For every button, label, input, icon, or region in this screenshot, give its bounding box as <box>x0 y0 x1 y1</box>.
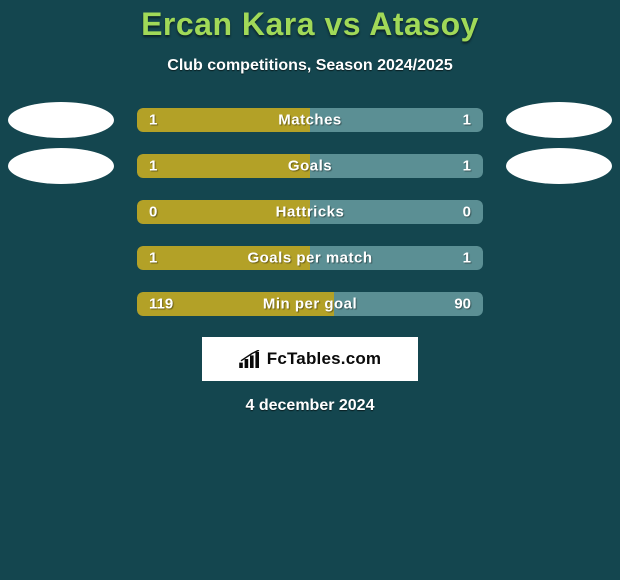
bar-left-fill <box>137 154 310 178</box>
bar-right-fill <box>310 154 483 178</box>
stat-row: 1 1 Goals per match <box>0 245 620 271</box>
stat-value-left: 0 <box>149 204 157 221</box>
page-title: Ercan Kara vs Atasoy <box>0 6 620 43</box>
player-avatar-right <box>506 102 612 138</box>
stat-row: 119 90 Min per goal <box>0 291 620 317</box>
stat-value-right: 1 <box>463 158 471 175</box>
stats-container: 1 1 Matches 1 1 Goals 0 0 Hattricks 1 1 Goals per m… <box>0 107 620 317</box>
stat-label: Hattricks <box>276 204 345 221</box>
stat-value-right: 1 <box>463 112 471 129</box>
brand-text: FcTables.com <box>267 349 382 369</box>
stat-value-left: 1 <box>149 112 157 129</box>
stat-value-right: 0 <box>463 204 471 221</box>
stat-value-left: 1 <box>149 158 157 175</box>
player-avatar-left <box>8 148 114 184</box>
comparison-infographic: Ercan Kara vs Atasoy Club competitions, … <box>0 0 620 580</box>
stat-value-left: 119 <box>149 296 173 313</box>
stat-bar: 0 0 Hattricks <box>137 200 483 224</box>
stat-label: Goals per match <box>247 250 372 267</box>
chart-icon <box>239 350 261 368</box>
stat-row: 0 0 Hattricks <box>0 199 620 225</box>
date-text: 4 december 2024 <box>0 397 620 415</box>
player-avatar-left <box>8 102 114 138</box>
stat-value-left: 1 <box>149 250 157 267</box>
stat-label: Goals <box>288 158 332 175</box>
stat-bar: 119 90 Min per goal <box>137 292 483 316</box>
stat-value-right: 1 <box>463 250 471 267</box>
brand-box: FcTables.com <box>202 337 418 381</box>
stat-label: Min per goal <box>263 296 357 313</box>
stat-bar: 1 1 Goals per match <box>137 246 483 270</box>
stat-row: 1 1 Goals <box>0 153 620 179</box>
stat-bar: 1 1 Goals <box>137 154 483 178</box>
stat-row: 1 1 Matches <box>0 107 620 133</box>
subtitle: Club competitions, Season 2024/2025 <box>0 57 620 75</box>
stat-bar: 1 1 Matches <box>137 108 483 132</box>
stat-label: Matches <box>278 112 342 129</box>
stat-value-right: 90 <box>454 296 471 313</box>
player-avatar-right <box>506 148 612 184</box>
